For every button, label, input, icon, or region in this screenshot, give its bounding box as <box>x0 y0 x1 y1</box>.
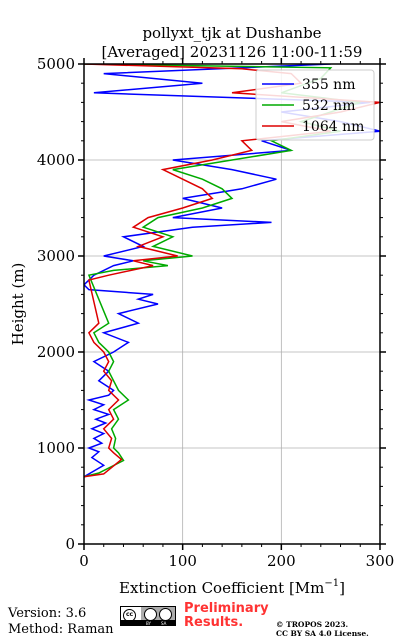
x-tick-label: 200 <box>267 552 296 570</box>
y-tick-label: 1000 <box>37 439 75 457</box>
cc-license-badge[interactable]: cc BY SA <box>120 606 176 626</box>
chart-title: pollyxt_tjk at Dushanbe <box>142 24 321 42</box>
method-text: Method: Raman <box>8 622 114 637</box>
badge-by-text: BY <box>146 621 151 626</box>
x-axis-label-main: Extinction Coefficient [Mm <box>119 579 324 597</box>
cc-badge-band <box>121 620 175 625</box>
series-line-355-nm <box>84 64 380 478</box>
y-tick-label: 3000 <box>37 247 75 265</box>
copyright-notice: © TROPOS 2023. CC BY SA 4.0 License. <box>276 620 369 638</box>
preliminary-line-2: Results. <box>184 615 244 630</box>
x-axis-label: Extinction Coefficient [Mm−1] <box>119 578 345 597</box>
y-tick-label: 4000 <box>37 151 75 169</box>
x-axis-label-exponent: −1 <box>324 578 339 589</box>
legend-entry-label: 355 nm <box>302 77 355 93</box>
x-tick-label: 300 <box>366 552 395 570</box>
copyright-line-1: © TROPOS 2023. <box>276 620 349 629</box>
x-tick-label: 100 <box>168 552 197 570</box>
badge-sa-text: SA <box>161 621 167 626</box>
y-tick-label: 5000 <box>37 55 75 73</box>
axes <box>83 63 381 545</box>
copyright-line-2: CC BY SA 4.0 License. <box>276 629 369 638</box>
legend: 355 nm 532 nm 1064 nm <box>255 69 375 141</box>
plot-frame <box>83 63 381 545</box>
preliminary-results-notice: Preliminary Results. <box>184 602 269 630</box>
version-text: Version: 3.6 <box>8 606 87 621</box>
x-axis-label-close: ] <box>339 579 345 597</box>
preliminary-line-1: Preliminary <box>184 601 269 616</box>
chart-subtitle: [Averaged] 20231126 11:00-11:59 <box>102 43 363 61</box>
x-tick-label: 0 <box>79 552 89 570</box>
y-tick-label: 0 <box>65 535 75 553</box>
legend-box <box>255 69 375 141</box>
legend-entry-label: 1064 nm <box>302 119 364 135</box>
y-tick-label: 2000 <box>37 343 75 361</box>
legend-entry-label: 532 nm <box>302 98 355 114</box>
y-axis-label: Height (m) <box>9 263 27 346</box>
